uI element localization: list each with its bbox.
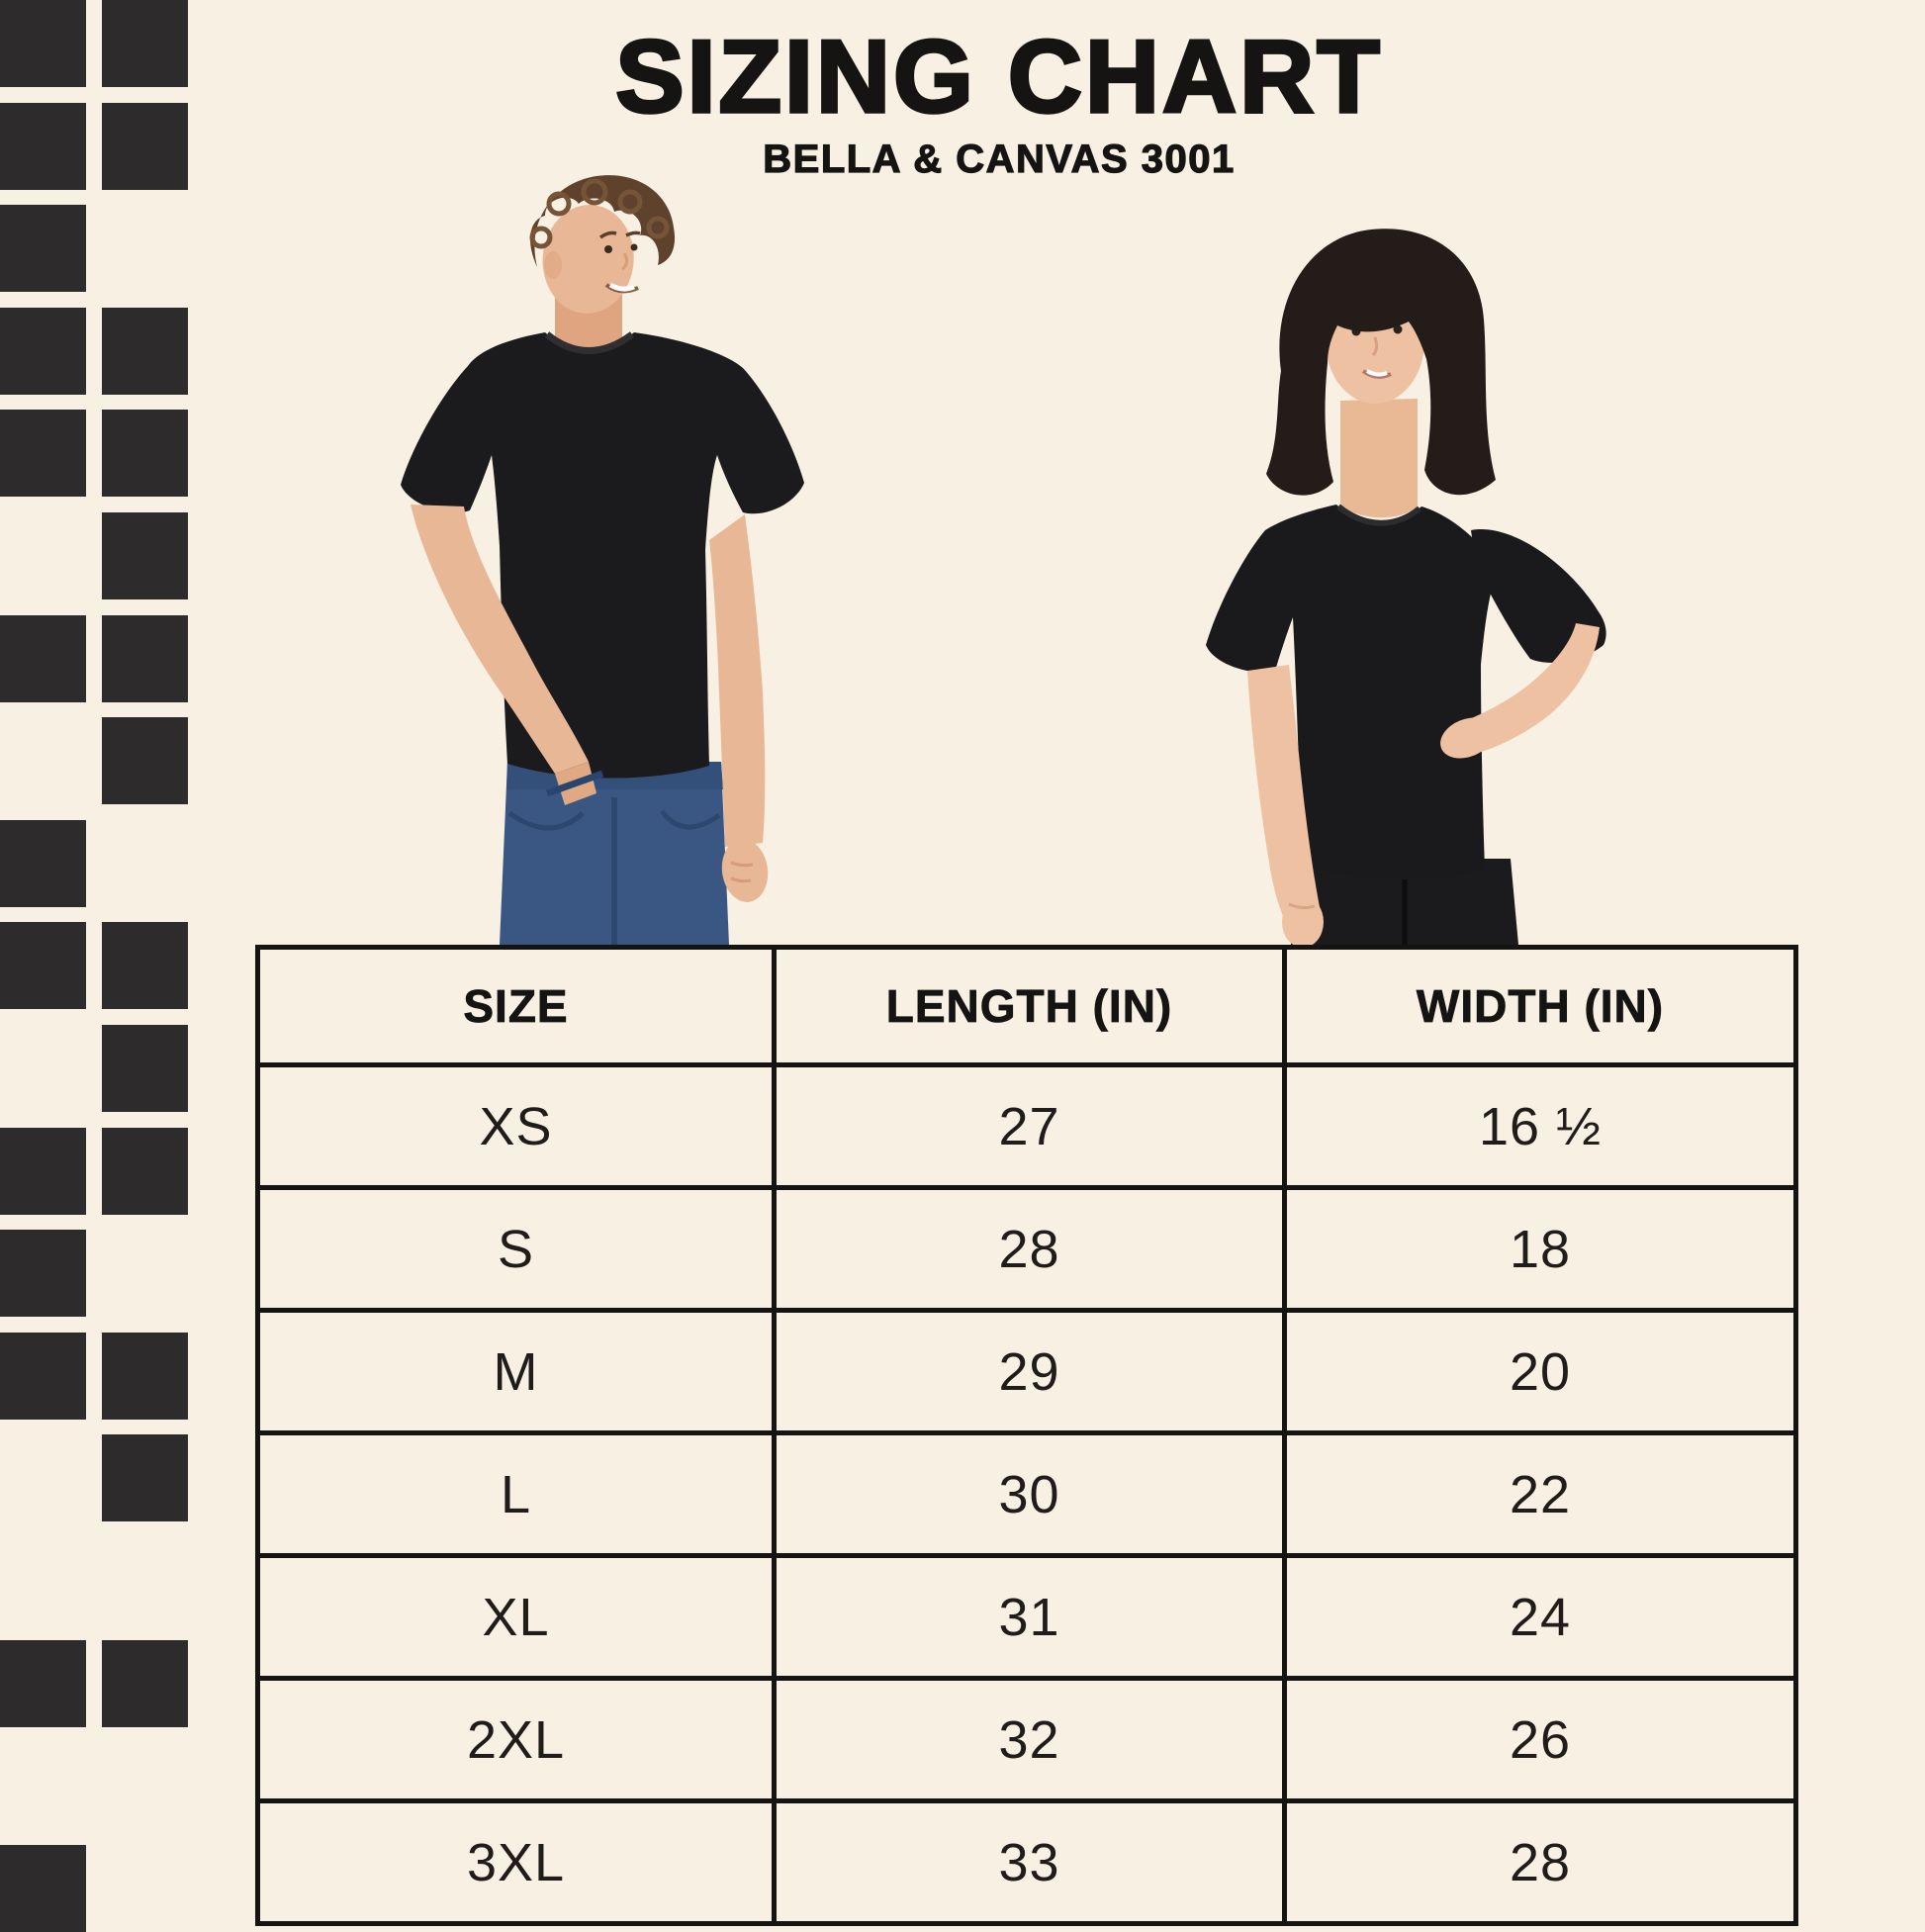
pattern-square [102,308,188,395]
page-title: SIZING CHART [613,20,1383,135]
pattern-square [0,1230,86,1317]
header-row: SIZE LENGTH (IN) WIDTH (IN) [255,945,1798,1067]
checker-pattern [0,0,189,1932]
pattern-square [0,1845,86,1932]
length-cell: 28 [772,1185,1287,1313]
man-tshirt [401,331,804,779]
width-cell: 26 [1282,1676,1798,1803]
male-model-photo [401,175,804,945]
pattern-square [0,820,86,907]
size-cell: 2XL [255,1676,777,1803]
size-cell: 3XL [255,1798,777,1926]
woman-head [1266,229,1496,496]
column-header: SIZE [255,945,777,1067]
size-table-header: SIZE LENGTH (IN) WIDTH (IN) [255,945,1798,1067]
pattern-square [0,205,86,292]
size-cell: L [255,1430,777,1558]
woman-hair [1266,229,1496,496]
table-row: S 28 18 [255,1185,1798,1313]
man-head [529,175,676,314]
pattern-square [102,1434,188,1521]
pattern-square [102,922,188,1009]
woman-tshirt [1206,504,1606,879]
man-arms [411,505,769,902]
pattern-square [102,615,188,702]
table-row: 3XL 33 28 [255,1798,1798,1926]
pattern-square [0,103,86,190]
pattern-square [0,922,86,1009]
woman-jeans [1291,859,1518,945]
width-cell: 22 [1282,1430,1798,1558]
pattern-square [102,1025,188,1112]
width-cell: 28 [1282,1798,1798,1926]
size-table: SIZE LENGTH (IN) WIDTH (IN) XS 27 16 ½ S 28 18 M… [255,945,1798,1926]
pattern-square [102,103,188,190]
width-cell: 16 ½ [1282,1062,1798,1190]
pattern-square [0,615,86,702]
length-cell: 33 [772,1798,1287,1926]
pattern-square [0,1128,86,1215]
width-cell: 20 [1282,1308,1798,1435]
female-model-photo [1206,229,1606,945]
width-cell: 24 [1282,1553,1798,1681]
pattern-square [102,717,188,804]
pattern-square [0,0,86,87]
width-cell: 18 [1282,1185,1798,1313]
pattern-square [102,410,188,497]
size-cell: XL [255,1553,777,1681]
table-row: XS 27 16 ½ [255,1062,1798,1190]
page-subtitle: BELLA & CANVAS 3001 [763,138,1236,182]
table-row: XL 31 24 [255,1553,1798,1681]
size-cell: S [255,1185,777,1313]
pattern-square [0,1333,86,1420]
woman-arms [1247,623,1600,945]
size-cell: M [255,1308,777,1435]
length-cell: 27 [772,1062,1287,1190]
pattern-square [102,1333,188,1420]
man-hair [529,175,676,267]
pattern-square [102,1128,188,1215]
table-row: 2XL 32 26 [255,1676,1798,1803]
table-row: M 29 20 [255,1308,1798,1435]
size-cell: XS [255,1062,777,1190]
size-table-body: XS 27 16 ½ S 28 18 M 29 20 L 30 22 XL 31 24 2XL 32 26 3XL 3… [255,1062,1798,1926]
length-cell: 30 [772,1430,1287,1558]
pattern-square [0,410,86,497]
pattern-square [102,512,188,599]
pattern-square [0,1640,86,1727]
woman-neck [1340,399,1418,518]
length-cell: 32 [772,1676,1287,1803]
title-block: SIZING CHART BELLA & CANVAS 3001 [188,20,1810,182]
man-jeans [500,762,729,945]
length-cell: 31 [772,1553,1287,1681]
pattern-square [0,308,86,395]
column-header: LENGTH (IN) [772,945,1287,1067]
column-header: WIDTH (IN) [1282,945,1798,1067]
pattern-square [102,0,188,87]
table-row: L 30 22 [255,1430,1798,1558]
length-cell: 29 [772,1308,1287,1435]
pattern-square [102,1640,188,1727]
